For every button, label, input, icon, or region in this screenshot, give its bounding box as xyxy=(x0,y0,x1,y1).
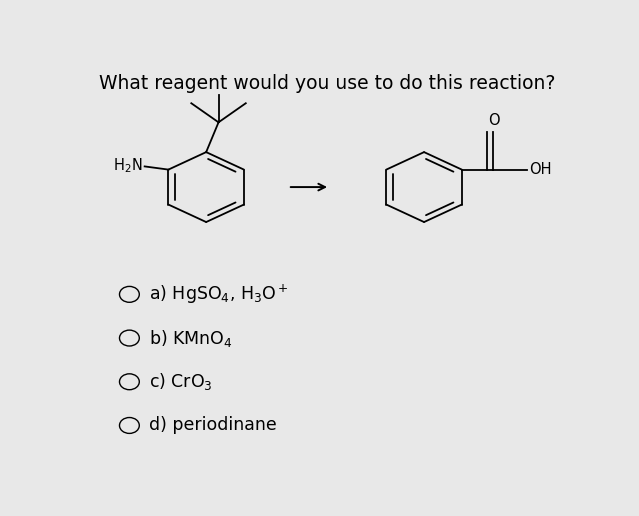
Text: H$_2$N: H$_2$N xyxy=(112,156,142,174)
Text: O: O xyxy=(488,113,499,128)
Text: b) KMnO$_4$: b) KMnO$_4$ xyxy=(150,328,233,348)
Text: a) HgSO$_4$, H$_3$O$^+$: a) HgSO$_4$, H$_3$O$^+$ xyxy=(150,283,289,306)
Text: c) CrO$_3$: c) CrO$_3$ xyxy=(150,372,213,392)
Text: d) periodinane: d) periodinane xyxy=(150,416,277,434)
Text: OH: OH xyxy=(528,162,551,177)
Text: What reagent would you use to do this reaction?: What reagent would you use to do this re… xyxy=(99,74,556,93)
